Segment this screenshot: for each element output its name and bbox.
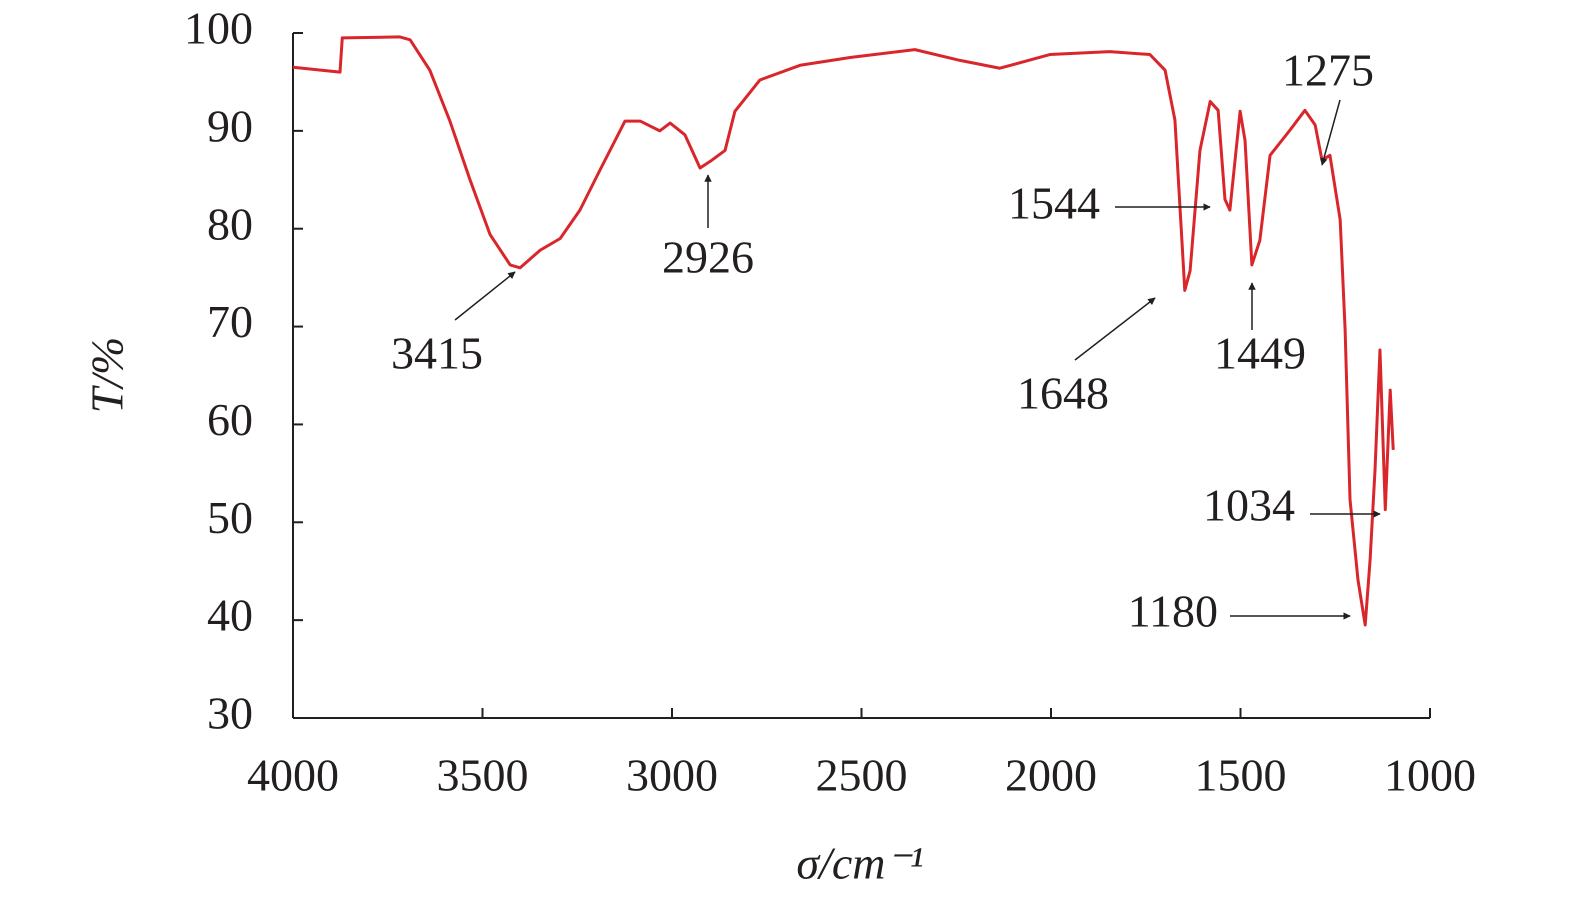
annotation-label: 1648 [1017,368,1109,419]
annotation-label: 3415 [391,328,483,379]
y-tick-label: 100 [184,3,253,54]
x-tick-label: 2500 [816,750,908,801]
annotation-label: 1275 [1282,45,1374,96]
x-tick-label: 4000 [247,750,339,801]
annotation-label: 1449 [1214,328,1306,379]
annotation-label: 1180 [1128,586,1218,637]
x-tick-label: 2000 [1005,750,1097,801]
annotation-arrow [454,271,516,321]
annotation-label: 2926 [662,232,754,283]
x-tick-label: 1500 [1195,750,1287,801]
y-tick-label: 80 [207,198,253,249]
y-tick-label: 70 [207,296,253,347]
annotation-label: 1034 [1203,480,1295,531]
y-tick-label: 90 [207,100,253,151]
annotation-label: 1544 [1008,178,1100,229]
x-axis-label: σ/cm⁻¹ [796,838,923,889]
y-tick-label: 60 [207,394,253,445]
annotation-arrow [1320,99,1341,166]
y-axis-label: T/% [82,337,133,414]
x-tick-label: 3500 [437,750,529,801]
y-tick-label: 30 [207,688,253,739]
y-tick-label: 50 [207,492,253,543]
spectrum-line [292,35,1395,627]
x-tick-label: 1000 [1384,750,1476,801]
annotation-arrow [1074,297,1156,361]
x-tick-label: 3000 [626,750,718,801]
y-tick-label: 40 [207,590,253,641]
